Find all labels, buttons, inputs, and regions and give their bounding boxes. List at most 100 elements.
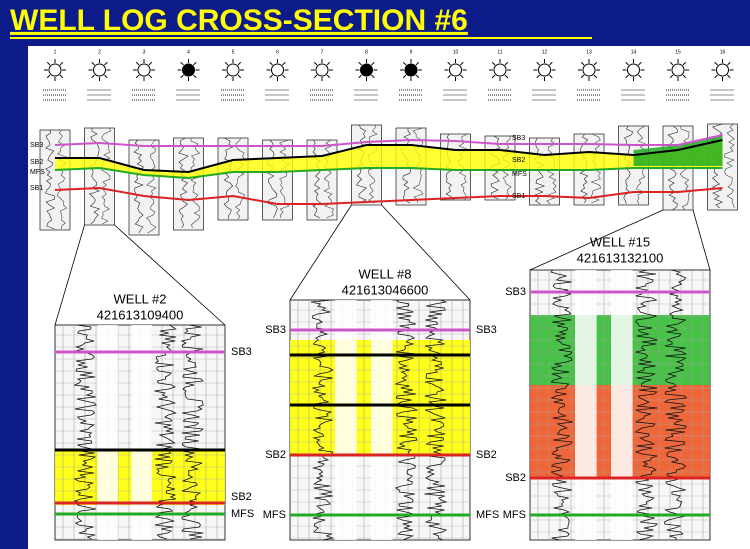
well-symbol-ray xyxy=(682,61,687,66)
well-symbol-ray xyxy=(402,61,407,66)
well-symbol-ray xyxy=(714,74,718,79)
well-symbol-ray xyxy=(91,74,95,79)
well-symbol xyxy=(493,63,507,77)
well-symbol-ray xyxy=(593,74,598,79)
sb2-line xyxy=(55,139,723,174)
well-symbol-ray xyxy=(46,74,51,79)
well-api: 421613132100 xyxy=(577,250,664,265)
marker-label: MFS xyxy=(263,509,286,521)
sb3-line xyxy=(54,134,723,147)
well-symbol-ray xyxy=(91,61,95,66)
well-log xyxy=(39,129,71,231)
well-symbol-ray xyxy=(536,61,540,66)
well-title: WELL #15 xyxy=(590,234,650,249)
well-number: 4 xyxy=(187,49,190,55)
well-symbol-ray xyxy=(224,61,229,66)
well-symbol-ray xyxy=(727,61,731,66)
well-symbol-ray xyxy=(282,61,286,66)
sb1-line xyxy=(54,186,723,205)
well-symbol-ray xyxy=(580,74,585,79)
well-symbol-ray xyxy=(358,74,362,79)
well-symbol-ray xyxy=(460,61,464,66)
well-symbol-ray xyxy=(326,74,331,79)
well-number: 1 xyxy=(54,49,57,55)
well-symbol-ray xyxy=(269,61,273,66)
marker-label: SB1 xyxy=(512,193,525,200)
log-trace xyxy=(266,139,278,219)
well-number: 6 xyxy=(276,49,279,55)
well-symbol xyxy=(315,63,329,77)
marker-label: SB2 xyxy=(30,159,43,166)
log-trace xyxy=(234,137,246,220)
log-trace xyxy=(310,299,335,541)
log-trace xyxy=(133,139,144,234)
well-symbol-ray xyxy=(237,74,242,79)
well-symbol-ray xyxy=(46,61,51,66)
log-trace xyxy=(550,269,574,541)
well-log xyxy=(173,137,204,231)
mfs-line xyxy=(54,166,723,180)
well-symbol-ray xyxy=(549,61,553,66)
well-symbol-ray xyxy=(371,61,375,66)
well-log xyxy=(306,139,338,221)
well-symbol-ray xyxy=(714,61,718,66)
well-number: 9 xyxy=(410,49,413,55)
well-symbol xyxy=(93,63,106,77)
marker-label: SB3 xyxy=(231,346,252,358)
well-symbol-ray xyxy=(269,74,273,79)
well-symbol-ray xyxy=(536,74,540,79)
log-trace xyxy=(424,299,448,541)
well-api: 421613046600 xyxy=(342,282,429,297)
depth-track xyxy=(131,325,152,540)
well-symbol-ray xyxy=(638,74,642,79)
well-symbol-ray xyxy=(371,74,375,79)
depth-track xyxy=(371,300,393,540)
well-symbol-ray xyxy=(135,74,140,79)
well-number: 12 xyxy=(542,49,548,55)
well-symbol-ray xyxy=(224,74,229,79)
well-title: WELL #8 xyxy=(359,266,412,281)
well-symbol-ray xyxy=(237,61,242,66)
interval-fill xyxy=(55,140,723,178)
title: WELL LOG CROSS-SECTION #6 xyxy=(10,4,468,37)
well-symbol-ray xyxy=(402,74,407,79)
well-symbol-ray xyxy=(148,61,153,66)
connector xyxy=(54,224,85,326)
well-symbol-ray xyxy=(491,61,496,66)
well-log xyxy=(529,137,560,206)
well-log xyxy=(262,139,293,221)
marker-label: MFS xyxy=(30,169,45,176)
well-symbol-ray xyxy=(104,61,108,66)
well-symbol-ray xyxy=(727,74,731,79)
well-number: 13 xyxy=(586,49,592,55)
marker-label: MFS xyxy=(476,509,499,521)
well-symbol-ray xyxy=(193,74,197,79)
well-symbol-ray xyxy=(549,74,553,79)
marker-label: SB2 xyxy=(231,491,252,503)
marker-label: SB2 xyxy=(265,449,286,461)
well-number: 3 xyxy=(143,49,146,55)
marker-label: SB2 xyxy=(505,472,526,484)
well-symbol xyxy=(48,63,62,77)
well-number: 7 xyxy=(321,49,324,55)
well-symbol-ray xyxy=(580,61,585,66)
well-symbol-ray xyxy=(358,61,362,66)
well-symbol-ray xyxy=(282,74,286,79)
log-trace xyxy=(45,129,56,230)
well-symbol-ray xyxy=(460,74,464,79)
well-number: 5 xyxy=(232,49,235,55)
diagram: 1 2 3 4 5 6 7 8 9 10 11 12 13 14 15 16SB3SB2MFSSB1SB3SB… xyxy=(30,49,738,541)
log-trace xyxy=(634,269,659,541)
well-symbol xyxy=(137,63,151,77)
marker-label: SB3 xyxy=(265,324,286,336)
well-symbol-ray xyxy=(180,61,184,66)
well-number: 2 xyxy=(98,49,101,55)
well-log xyxy=(217,137,249,221)
well-symbol-ray xyxy=(491,74,496,79)
depth-track xyxy=(335,300,357,540)
log-trace xyxy=(223,137,234,220)
well-number: 10 xyxy=(453,49,459,55)
marker-label: SB2 xyxy=(476,449,497,461)
